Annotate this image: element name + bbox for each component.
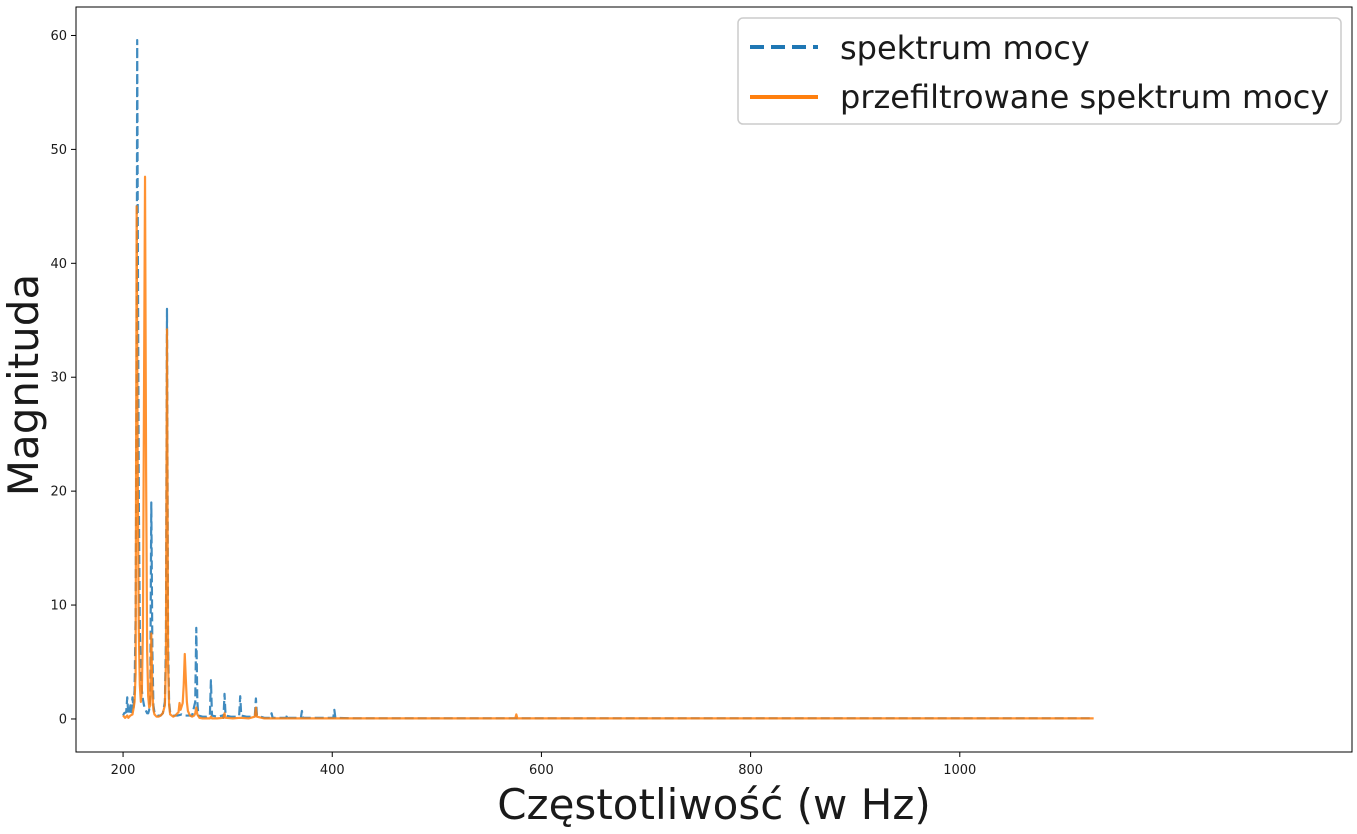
legend-label-spektrum-mocy: spektrum mocy: [840, 29, 1090, 67]
y-tick-label: 30: [50, 371, 67, 386]
legend: spektrum mocy przefiltrowane spektrum mo…: [737, 17, 1342, 125]
y-tick-label: 40: [50, 257, 67, 272]
plot-area-frame: [75, 6, 1353, 753]
x-tick-label: 800: [738, 763, 763, 778]
x-tick-label: 200: [111, 763, 136, 778]
y-tick-label: 60: [50, 29, 67, 44]
x-tick-label: 600: [529, 763, 554, 778]
legend-label-przefiltrowane: przefiltrowane spektrum mocy: [840, 78, 1329, 116]
y-tick-label: 10: [50, 599, 67, 614]
axis-ticks: 200 400 600 800 1000 0 10 20 30 40 50 60: [50, 29, 976, 778]
y-axis-title: Magnituda: [0, 274, 48, 496]
legend-box: [737, 17, 1342, 125]
series-line-0: [122, 38, 1094, 720]
series-layer: [122, 38, 1094, 720]
y-tick-label: 50: [50, 143, 67, 158]
x-axis-title: Częstotliwość (w Hz): [497, 780, 931, 829]
x-tick-label: 1000: [943, 763, 976, 778]
y-tick-label: 20: [50, 485, 67, 500]
x-tick-label: 400: [320, 763, 345, 778]
y-tick-label: 0: [59, 712, 67, 727]
series-line-1: [122, 175, 1094, 720]
